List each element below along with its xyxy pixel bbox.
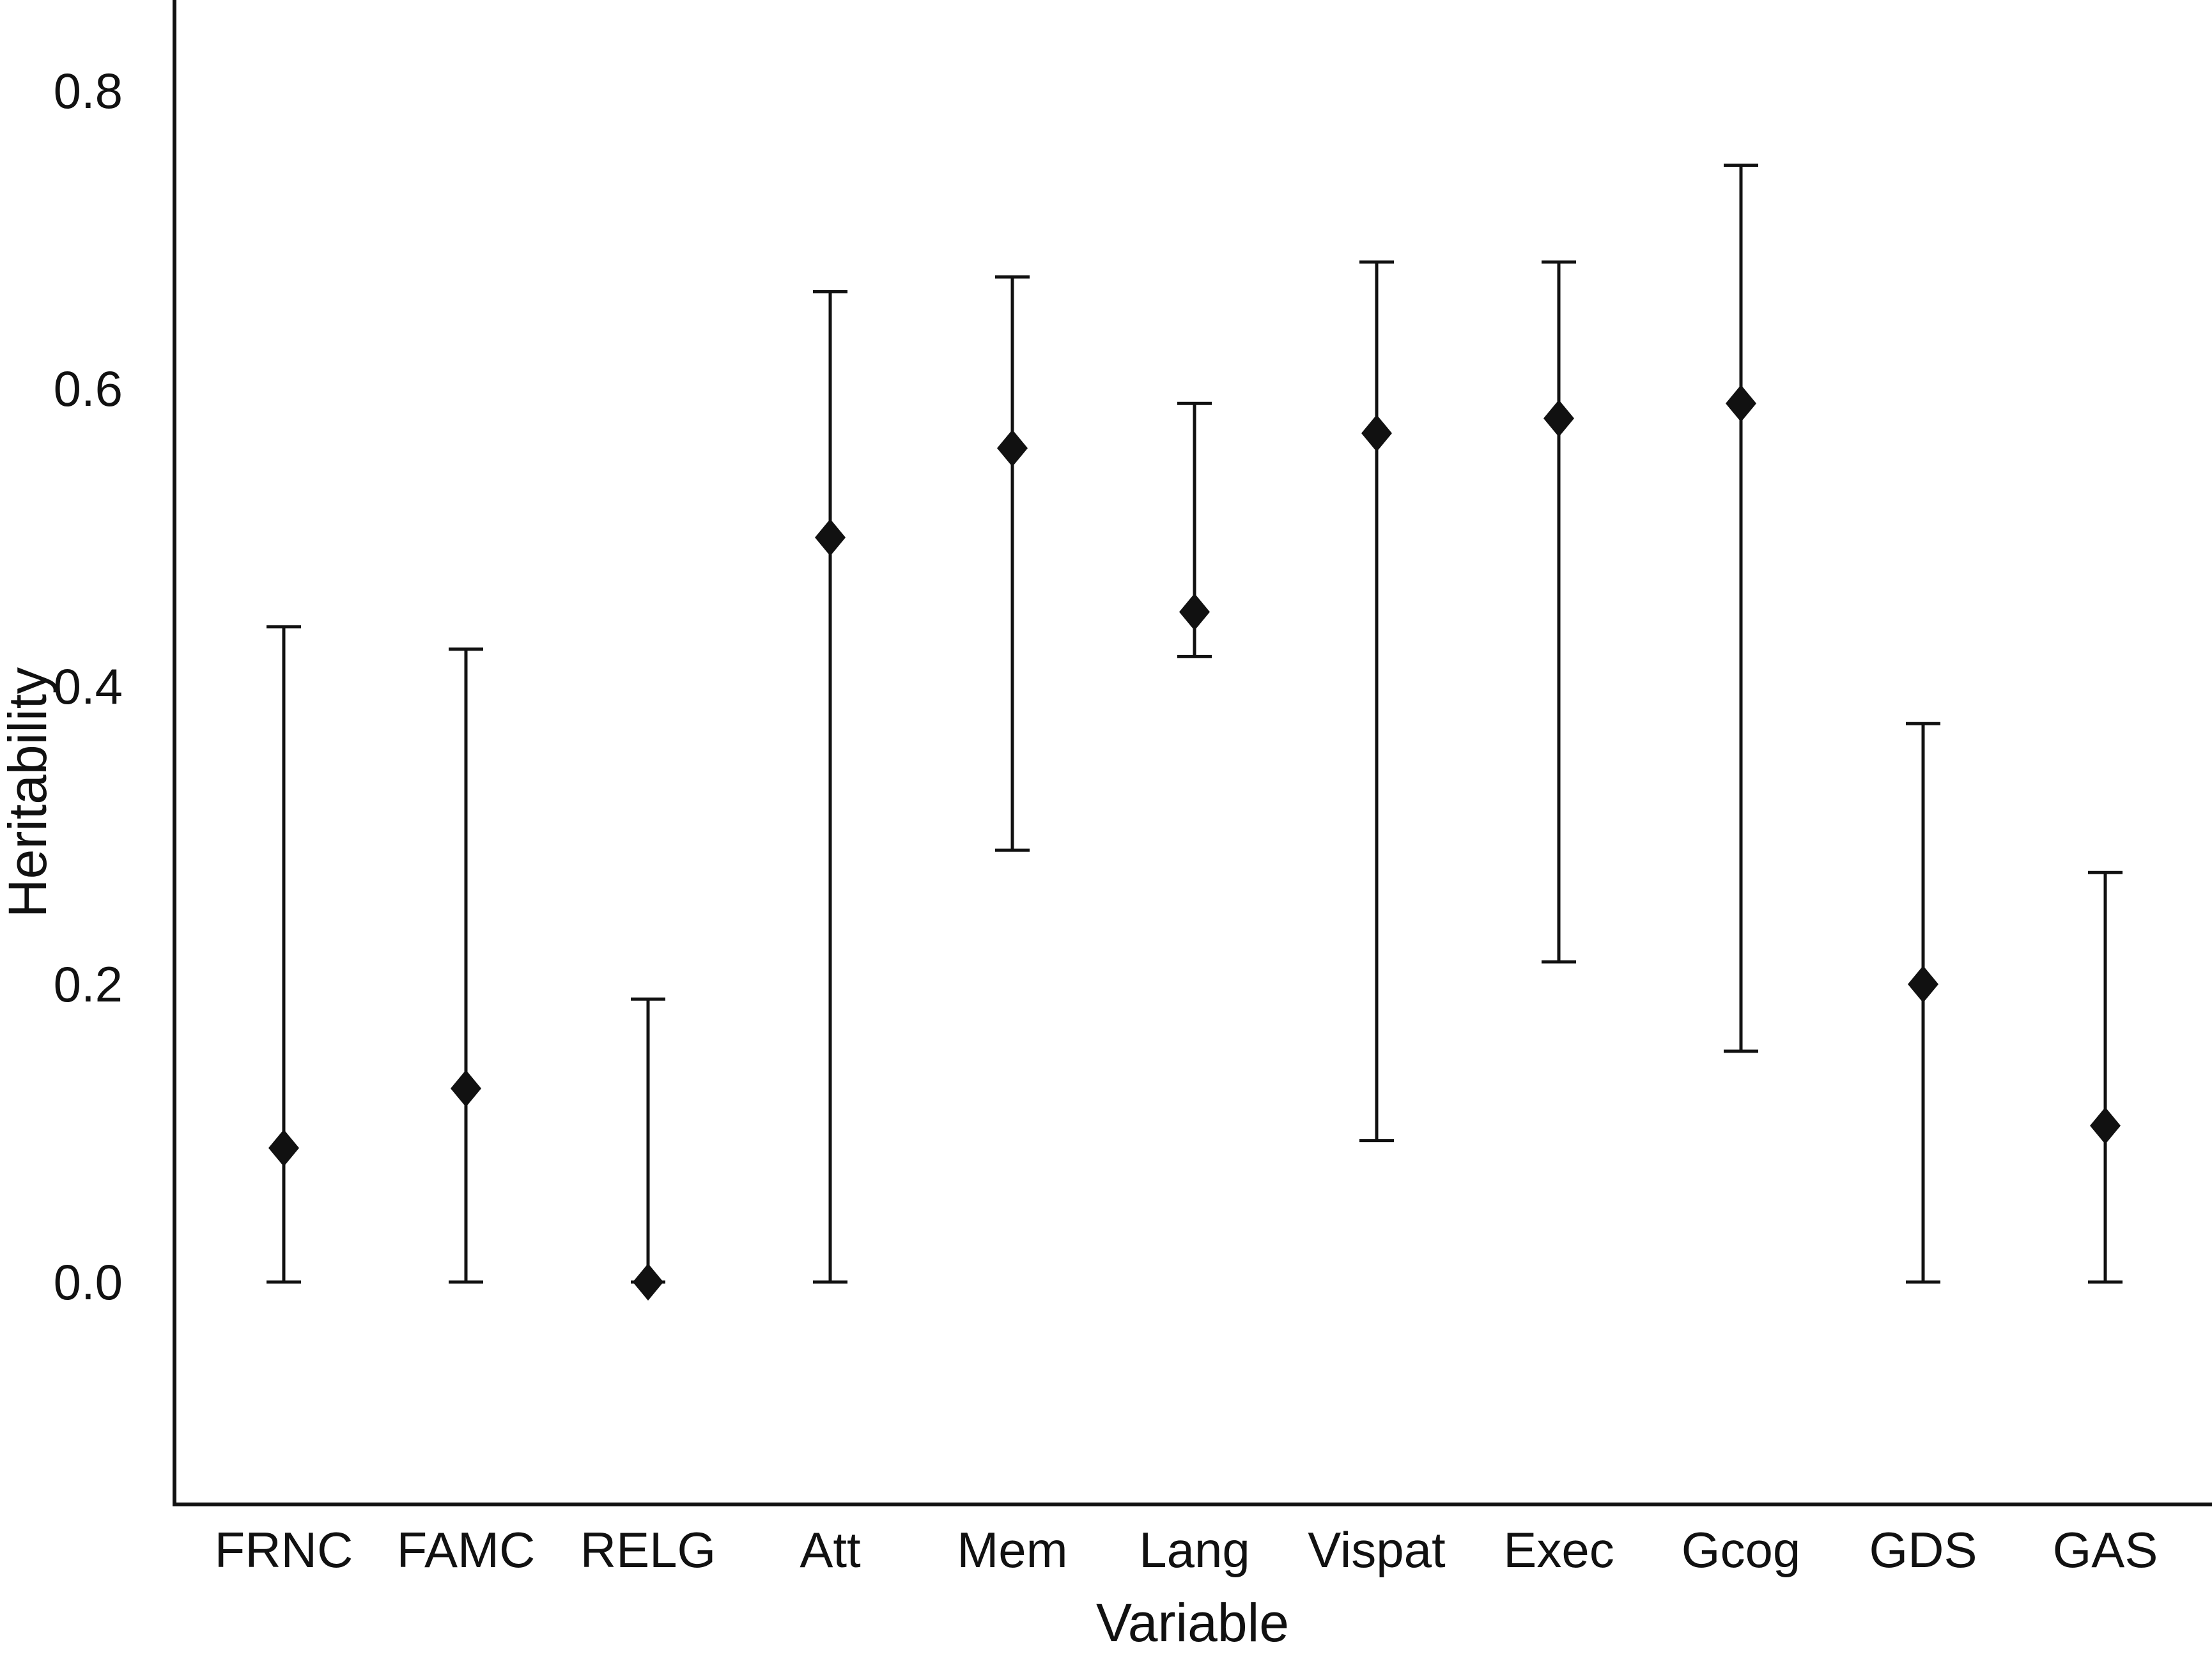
x-axis-title: Variable <box>1096 1593 1289 1653</box>
y-axis-title: Heritability <box>0 667 58 918</box>
x-tick-label: Gcog <box>1682 1522 1800 1578</box>
error-bar <box>1542 260 1576 964</box>
error-bar <box>813 290 847 1284</box>
error-bar <box>449 647 483 1284</box>
diamond-marker <box>633 1264 663 1301</box>
y-tick-labels: 0.0 0.2 0.4 0.6 0.8 <box>54 63 123 1310</box>
y-tick-label: 0.8 <box>54 63 123 119</box>
error-bars <box>267 164 2123 1284</box>
x-tick-label: GDS <box>1869 1522 1977 1578</box>
x-tick-labels: FRNC FAMC RELG Att Mem Lang Vispat Exec Gcog GDS G… <box>215 1522 2158 1578</box>
diamond-marker <box>1361 414 1392 452</box>
error-bar <box>995 275 1030 852</box>
data-points <box>268 385 2121 1301</box>
x-tick-label: Exec <box>1503 1522 1614 1578</box>
diamond-marker <box>997 429 1028 467</box>
x-tick-label: RELG <box>580 1522 716 1578</box>
x-tick-label: Mem <box>957 1522 1067 1578</box>
error-bar <box>1359 260 1394 1143</box>
diamond-marker <box>268 1129 299 1167</box>
diamond-marker <box>2090 1107 2121 1145</box>
x-tick-label: Lang <box>1139 1522 1250 1578</box>
error-bar <box>1724 164 1758 1053</box>
x-tick-label: Vispat <box>1308 1522 1446 1578</box>
y-tick-label: 0.2 <box>54 956 123 1012</box>
diamond-marker <box>815 519 846 556</box>
diamond-marker <box>1908 966 1938 1003</box>
x-tick-label: Att <box>800 1522 861 1578</box>
y-tick-label: 0.4 <box>54 658 123 715</box>
error-bar <box>267 625 301 1284</box>
diamond-marker <box>1543 399 1574 437</box>
y-tick-label: 0.6 <box>54 360 123 417</box>
error-bar <box>2088 870 2123 1284</box>
error-bar <box>1906 722 1940 1284</box>
diamond-marker <box>1726 385 1756 422</box>
diamond-marker <box>451 1070 481 1108</box>
diamond-marker <box>1179 593 1210 631</box>
x-tick-label: GAS <box>2053 1522 2158 1578</box>
axes <box>173 0 2212 1506</box>
x-tick-label: FRNC <box>215 1522 353 1578</box>
y-tick-label: 0.0 <box>54 1254 123 1310</box>
x-tick-label: FAMC <box>397 1522 536 1578</box>
